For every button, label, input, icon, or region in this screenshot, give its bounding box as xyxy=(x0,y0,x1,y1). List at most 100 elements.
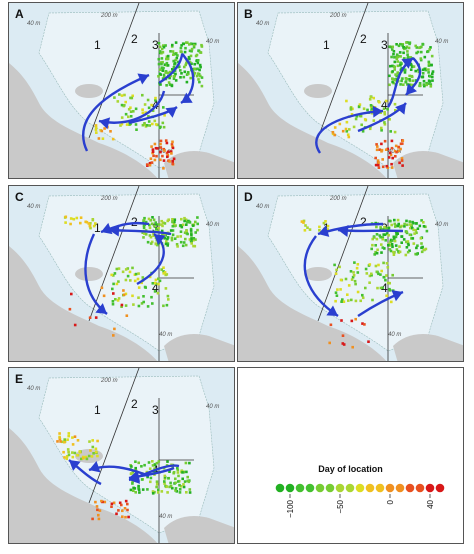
location-point xyxy=(403,225,406,228)
location-point xyxy=(401,139,405,142)
location-point xyxy=(162,106,165,109)
location-point xyxy=(175,243,179,246)
location-point xyxy=(345,120,349,124)
location-point xyxy=(182,241,186,244)
location-point xyxy=(200,43,203,47)
location-point xyxy=(381,286,384,289)
location-point xyxy=(123,104,126,107)
location-point xyxy=(425,229,429,233)
location-point xyxy=(403,71,407,74)
location-point xyxy=(386,147,390,151)
location-point xyxy=(112,334,115,337)
location-point xyxy=(165,61,169,65)
location-point xyxy=(391,70,394,73)
location-point xyxy=(161,224,164,228)
location-point xyxy=(399,61,402,65)
location-point xyxy=(151,460,154,463)
location-point xyxy=(189,229,193,232)
arrow-head xyxy=(137,73,149,85)
location-point xyxy=(308,228,312,231)
arrow-head xyxy=(326,305,338,316)
location-point xyxy=(121,509,124,513)
location-point xyxy=(111,137,115,141)
location-point xyxy=(80,457,83,461)
location-point xyxy=(155,485,158,489)
location-point xyxy=(160,229,164,233)
location-point xyxy=(165,240,168,243)
location-point xyxy=(109,130,112,133)
depth-label: 40 m xyxy=(206,39,219,45)
location-point xyxy=(173,62,177,65)
location-point xyxy=(333,126,337,129)
location-point xyxy=(171,43,174,47)
arrow-head xyxy=(101,222,113,235)
location-point xyxy=(406,240,410,243)
location-point xyxy=(376,248,379,252)
location-points xyxy=(331,41,435,169)
location-point xyxy=(91,218,95,222)
location-point xyxy=(338,265,341,269)
location-point xyxy=(98,509,102,512)
location-point xyxy=(112,282,115,286)
location-point xyxy=(141,276,145,279)
location-point xyxy=(375,237,379,241)
location-point xyxy=(344,127,348,131)
coast xyxy=(164,516,234,543)
location-point xyxy=(377,263,380,267)
location-point xyxy=(393,239,397,243)
location-point xyxy=(420,45,423,49)
location-point xyxy=(398,250,402,254)
location-point xyxy=(168,83,172,86)
location-point xyxy=(63,456,66,459)
location-point xyxy=(155,227,158,231)
location-point xyxy=(405,77,408,81)
location-point xyxy=(185,491,188,494)
location-point xyxy=(375,225,378,229)
location-point xyxy=(160,219,163,223)
location-point xyxy=(188,491,192,494)
location-point xyxy=(370,272,373,276)
location-point xyxy=(188,61,192,64)
location-point xyxy=(383,225,386,229)
location-point xyxy=(431,79,434,82)
location-point xyxy=(161,60,164,64)
location-point xyxy=(424,225,427,229)
island xyxy=(75,84,103,98)
location-point xyxy=(380,243,383,246)
location-point xyxy=(96,508,99,512)
location-point xyxy=(369,104,373,107)
location-point xyxy=(129,279,132,282)
location-point xyxy=(185,470,188,474)
location-point xyxy=(420,242,423,245)
location-point xyxy=(188,488,192,491)
location-point xyxy=(382,228,385,231)
depth-label: 200 m xyxy=(329,13,347,19)
zone-label: 1 xyxy=(323,38,330,52)
location-point xyxy=(100,129,104,133)
location-point xyxy=(388,151,392,155)
location-point xyxy=(159,142,162,146)
location-point xyxy=(87,454,91,458)
location-point xyxy=(391,80,394,84)
location-point xyxy=(171,220,174,223)
location-point xyxy=(117,280,120,283)
location-point xyxy=(134,466,137,470)
location-point xyxy=(188,49,192,53)
location-point xyxy=(174,41,178,44)
location-point xyxy=(394,235,398,239)
location-point xyxy=(393,68,396,71)
zone-boundary xyxy=(88,368,140,504)
location-point xyxy=(197,78,200,81)
location-point xyxy=(378,100,381,104)
location-point xyxy=(405,246,409,249)
location-point xyxy=(181,471,184,474)
location-point xyxy=(148,226,152,230)
arrow-head xyxy=(109,224,120,237)
location-point xyxy=(94,124,98,127)
location-point xyxy=(157,75,160,78)
location-point xyxy=(391,48,394,51)
location-point xyxy=(388,287,391,291)
location-point xyxy=(131,94,134,98)
zone-label: 1 xyxy=(94,38,101,52)
location-point xyxy=(166,460,169,463)
